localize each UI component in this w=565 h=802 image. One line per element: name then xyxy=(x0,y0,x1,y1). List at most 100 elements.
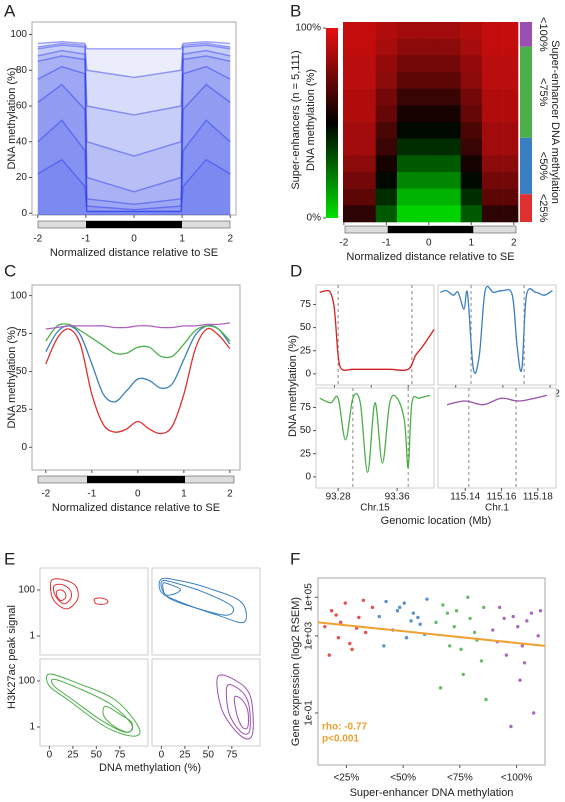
contour xyxy=(49,578,79,610)
point xyxy=(336,636,341,640)
group-segment xyxy=(520,194,532,222)
heatmap-cell xyxy=(481,38,504,56)
annotation: p<0.001 xyxy=(322,734,359,745)
contour xyxy=(93,597,109,605)
series-line xyxy=(37,42,231,79)
panel-frame xyxy=(437,284,557,386)
heatmap-cell xyxy=(375,138,398,156)
y-tick-label: 25 xyxy=(16,404,28,415)
point xyxy=(482,605,486,610)
y-tick-label: 50 xyxy=(300,322,312,333)
point xyxy=(377,614,381,619)
heatmap-cell xyxy=(481,138,504,156)
series-line xyxy=(37,158,231,213)
heatmap-cell xyxy=(375,22,398,39)
heatmap-cell xyxy=(396,155,419,173)
group-label: <25% xyxy=(537,194,549,223)
heatmap-cell xyxy=(460,22,483,39)
series-line xyxy=(319,392,431,473)
heatmap-cell xyxy=(396,105,419,123)
heatmap-cell xyxy=(396,38,419,56)
heatmap-cell xyxy=(375,155,398,173)
heatmap-cell xyxy=(418,72,440,89)
heatmap-cell xyxy=(354,72,377,89)
heatmap-cell xyxy=(481,188,504,206)
heatmap-cell xyxy=(503,172,519,189)
series-area xyxy=(37,84,231,215)
y-tick-label: 75 xyxy=(300,402,312,413)
x-tick-label: 75 xyxy=(114,750,126,761)
x-tick-label: 93.28 xyxy=(326,492,351,503)
heatmap-cell xyxy=(481,122,504,139)
heatmap-cell xyxy=(418,172,440,189)
heatmap-cell xyxy=(418,188,440,206)
y-tick-label: 100% xyxy=(295,23,321,34)
heatmap-cell xyxy=(396,55,419,73)
point xyxy=(323,624,327,629)
series-area xyxy=(37,55,231,215)
point xyxy=(398,605,402,610)
x-tick-label: 50 xyxy=(91,750,103,761)
point xyxy=(502,616,506,621)
point xyxy=(425,597,429,601)
panel-letter: C xyxy=(4,261,16,280)
point xyxy=(497,605,502,610)
panel-letter: F xyxy=(290,549,300,568)
x-tick-label: 115.14 xyxy=(450,492,480,503)
y-tick-label: 0 xyxy=(21,208,27,219)
group-title: Super-enhancer DNA methylation xyxy=(549,40,561,204)
point xyxy=(518,678,522,682)
heatmap-cell xyxy=(418,88,440,106)
heatmap-cell xyxy=(375,38,398,56)
y-tick-label: 75 xyxy=(300,299,312,310)
heatmap-cell xyxy=(343,22,355,39)
point xyxy=(363,630,368,635)
heatmap-cell xyxy=(343,38,355,56)
point xyxy=(343,601,347,605)
point xyxy=(384,599,388,604)
heatmap-cell xyxy=(375,205,398,223)
series-area xyxy=(37,120,231,215)
trend-line xyxy=(317,621,546,647)
series-line xyxy=(45,322,231,330)
y-tick-label: 75 xyxy=(16,328,28,339)
x-axis-label: Super-enhancer DNA methylation xyxy=(350,787,514,799)
point xyxy=(454,609,459,613)
x-tick-label: 115.18 xyxy=(523,492,553,503)
heatmap-cell xyxy=(418,38,440,56)
heatmap-cell xyxy=(375,105,398,123)
region-bar-se xyxy=(86,221,182,228)
x-tick-label: 25 xyxy=(67,750,79,761)
series-line xyxy=(37,55,231,193)
point xyxy=(491,628,495,632)
contour xyxy=(162,582,181,596)
point xyxy=(334,613,338,617)
point xyxy=(509,724,513,729)
heatmap-cell xyxy=(396,72,419,89)
x-axis-label: Normalized distance relative to SE xyxy=(346,251,514,263)
point xyxy=(520,644,524,648)
series-area xyxy=(37,159,231,215)
heatmap-cell xyxy=(460,88,483,106)
heatmap-cell xyxy=(460,188,483,206)
heatmap-cell xyxy=(375,122,398,139)
series-line xyxy=(37,49,231,157)
series-line xyxy=(440,285,553,374)
x-tick-label: 1 xyxy=(468,238,474,249)
heatmap-cell xyxy=(354,205,377,223)
heatmap-cell xyxy=(396,188,419,206)
contour xyxy=(225,684,251,735)
contour xyxy=(52,583,73,605)
x-tick-label: 1 xyxy=(179,234,185,245)
plot-frame xyxy=(31,21,237,216)
heatmap-cell xyxy=(439,172,461,189)
x-axis-label: Normalized distance relative to SE xyxy=(50,247,218,259)
heatmap-cell xyxy=(396,22,419,39)
group-label: <75% xyxy=(537,78,549,107)
y-axis-label: H3K27ac peak signal xyxy=(6,605,18,709)
x-tick-label: -1 xyxy=(382,238,391,249)
heatmap-cell xyxy=(503,105,519,123)
series-area xyxy=(37,50,231,216)
heatmap-cell xyxy=(481,88,504,106)
